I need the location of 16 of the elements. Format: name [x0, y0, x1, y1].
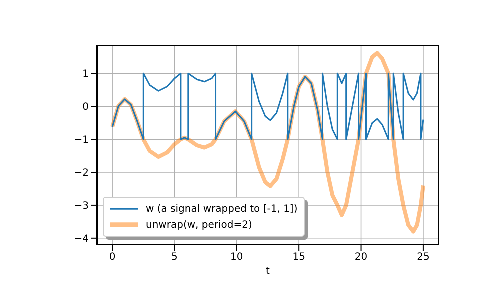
x-tick-label: 5	[172, 252, 178, 264]
x-axis-title: t	[266, 266, 270, 278]
x-tick-label: 0	[109, 252, 116, 264]
y-tick-label: 0	[82, 102, 89, 114]
y-tick-label: −3	[74, 201, 89, 212]
line-series	[112, 72, 424, 140]
y-tick-label: −2	[74, 168, 89, 180]
y-tick-label: 1	[82, 69, 89, 80]
x-tick-label: 10	[230, 252, 244, 264]
x-tick-label: 25	[417, 252, 430, 264]
x-tick-label: 20	[354, 252, 368, 264]
y-tick-label: −1	[74, 135, 89, 146]
x-tick-label: 15	[292, 252, 306, 264]
legend-label: unwrap(w, period=2)	[146, 220, 252, 230]
legend-label: w (a signal wrapped to [-1, 1])	[146, 204, 298, 214]
y-tick-label: −4	[74, 234, 89, 245]
